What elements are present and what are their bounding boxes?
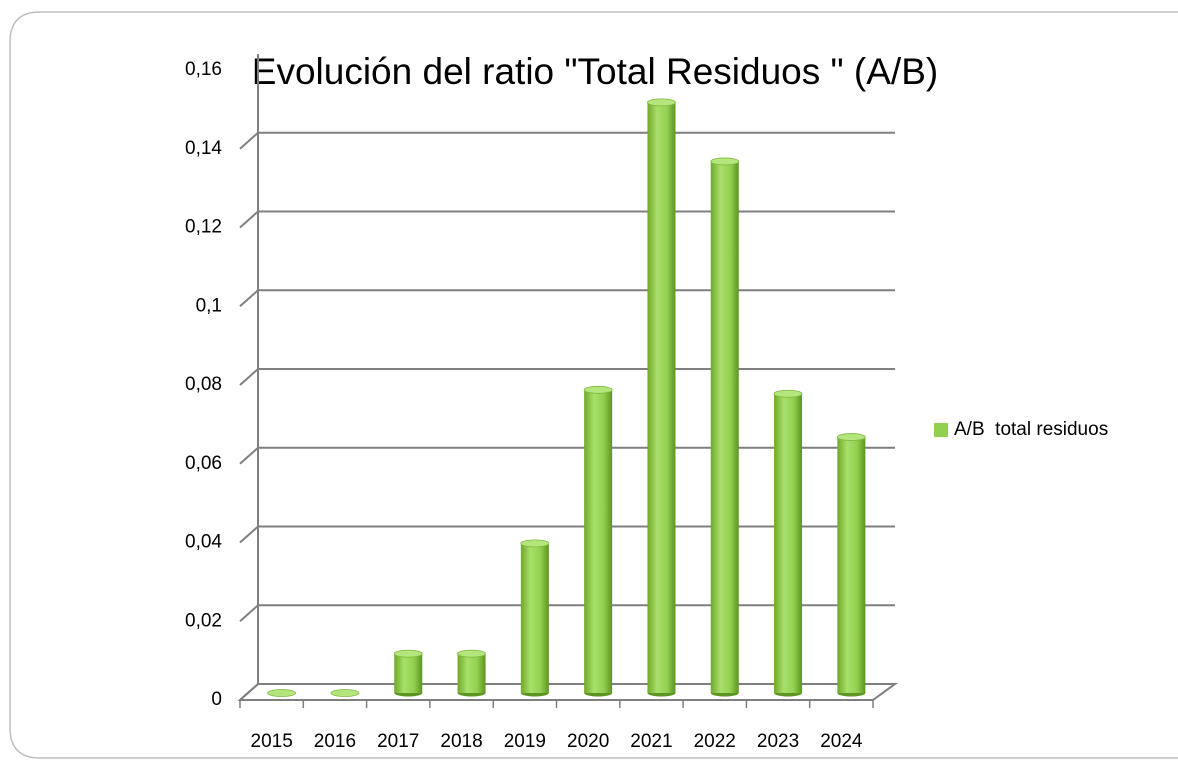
y-tick-label: 0 (211, 689, 222, 710)
grid-line (239, 604, 895, 622)
bar (457, 653, 486, 693)
bar (584, 389, 613, 693)
chart-title: Evolución del ratio "Total Residuos " (A… (252, 51, 938, 92)
legend-label: A/B total residuos (954, 419, 1108, 440)
bar-top (836, 433, 866, 441)
bar-group (583, 385, 613, 697)
bar-group (267, 689, 297, 697)
grid-line (239, 525, 895, 544)
grid-line (239, 446, 895, 465)
bar-group (520, 539, 550, 697)
frame (9, 11, 1178, 759)
bar-top (583, 385, 613, 394)
y-tick-label: 0,12 (185, 217, 222, 238)
y-tick-label: 0,04 (185, 532, 222, 553)
bar-top (647, 98, 676, 107)
bar-group (457, 649, 486, 697)
bar-top (710, 157, 740, 166)
floor (237, 683, 899, 701)
bar-group (393, 649, 423, 697)
x-tick-label: 2022 (694, 731, 736, 752)
x-tick-label: 2019 (504, 731, 546, 752)
bar (837, 437, 866, 693)
bar-top (457, 649, 486, 658)
bar (647, 102, 676, 693)
y-tick-label: 0,08 (185, 374, 222, 395)
x-tick-label: 2021 (630, 731, 672, 752)
grid-line (239, 131, 895, 150)
bar-top (520, 539, 550, 548)
x-tick-label: 2020 (567, 731, 609, 752)
bar-group (330, 689, 360, 697)
y-tick-label: 0,1 (196, 295, 222, 316)
x-tick-label: 2015 (251, 731, 293, 752)
y-tick-label: 0,02 (185, 610, 222, 631)
x-tick-label: 2023 (757, 731, 799, 752)
legend-swatch (934, 423, 948, 437)
x-tick-label: 2024 (820, 731, 863, 752)
grid-line (239, 368, 895, 386)
bar-top (330, 689, 360, 697)
y-tick-label: 0,06 (185, 453, 222, 474)
y-tick-label: 0,16 (185, 59, 222, 80)
bar (710, 161, 739, 693)
bar-top (773, 389, 803, 398)
grid-line (239, 289, 895, 307)
bar (394, 653, 423, 693)
bar (774, 393, 803, 693)
bar-top (267, 689, 297, 697)
bar-group (773, 389, 803, 697)
bar-top (393, 649, 423, 658)
bar-group (836, 433, 866, 697)
x-tick-label: 2016 (314, 731, 356, 752)
y-tick-label: 0,14 (185, 138, 222, 159)
grid-line (239, 210, 895, 229)
bar-group (710, 157, 740, 697)
bar (520, 543, 549, 693)
x-tick-label: 2017 (377, 731, 419, 752)
bar-group (647, 98, 676, 697)
x-tick-label: 2018 (440, 731, 482, 752)
